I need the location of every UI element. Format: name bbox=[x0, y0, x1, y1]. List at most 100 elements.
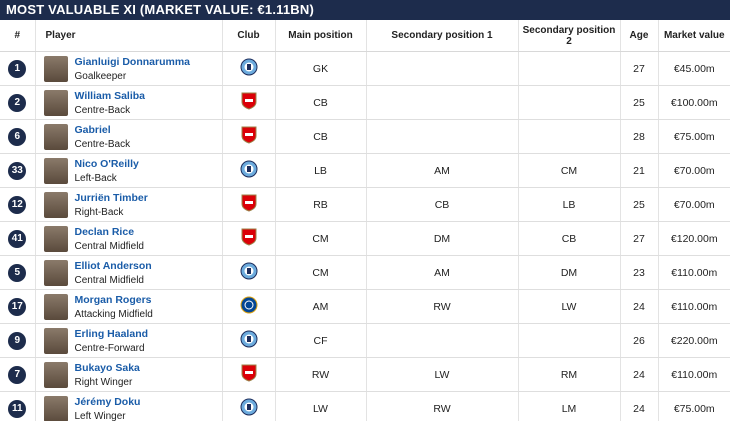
age: 25 bbox=[619, 187, 658, 222]
shirt-number: 1 bbox=[8, 59, 27, 78]
secondary-position-2 bbox=[517, 51, 620, 86]
market-value: €70.00m bbox=[657, 187, 730, 222]
row: 12 Jurriën Timber Right-Back RB CB LB 25 €70.00… bbox=[0, 187, 730, 222]
player-photo bbox=[43, 55, 68, 82]
club-crest bbox=[240, 398, 258, 419]
number-cell: 6 bbox=[0, 119, 35, 154]
row: 41 Declan Rice Central Midfield CM DM CB 27 €12… bbox=[0, 221, 730, 256]
player-cell: Jérémy Doku Left Winger bbox=[34, 391, 222, 421]
player-cell: Erling Haaland Centre-Forward bbox=[34, 323, 222, 358]
secondary-position-2: DM bbox=[517, 255, 620, 290]
main-position: AM bbox=[274, 289, 366, 324]
club-cell bbox=[221, 357, 275, 392]
secondary-position-1 bbox=[365, 323, 518, 358]
player-cell: Jurriën Timber Right-Back bbox=[34, 187, 222, 222]
player: Jurriën Timber Right-Back bbox=[36, 191, 222, 218]
main-position: LB bbox=[274, 153, 366, 188]
player-name[interactable]: Bukayo Saka bbox=[74, 361, 140, 374]
main-position: CM bbox=[274, 255, 366, 290]
player-photo bbox=[43, 225, 68, 252]
player-cell: William Saliba Centre-Back bbox=[34, 85, 222, 120]
title: MOST VALUABLE XI (MARKET VALUE: €1.11BN) bbox=[0, 0, 730, 20]
player: Nico O'Reilly Left-Back bbox=[36, 157, 222, 184]
player-name[interactable]: Nico O'Reilly bbox=[74, 157, 139, 170]
player-name[interactable]: Erling Haaland bbox=[74, 327, 149, 340]
market-value: €110.00m bbox=[657, 357, 730, 392]
main-position: CB bbox=[274, 119, 366, 154]
player-name[interactable]: Morgan Rogers bbox=[74, 293, 152, 306]
row: 1 Gianluigi Donnarumma Goalkeeper GK 27 €45.0… bbox=[0, 51, 730, 86]
row: 11 Jérémy Doku Left Winger LW RW LM 24 €75.00m bbox=[0, 391, 730, 421]
player-text: Bukayo Saka Right Winger bbox=[75, 362, 140, 388]
club-crest bbox=[241, 92, 257, 113]
number-cell: 7 bbox=[0, 357, 35, 392]
market-value: €75.00m bbox=[657, 119, 730, 154]
club-cell bbox=[221, 187, 275, 222]
secondary-position-2: LM bbox=[517, 391, 620, 421]
player-position: Attacking Midfield bbox=[74, 308, 153, 320]
player-photo bbox=[43, 327, 68, 354]
market-value: €45.00m bbox=[657, 51, 730, 86]
player-cell: Declan Rice Central Midfield bbox=[34, 221, 222, 256]
club-cell bbox=[221, 323, 275, 358]
club-cell bbox=[221, 85, 275, 120]
player-photo bbox=[43, 123, 68, 150]
club-cell bbox=[221, 153, 275, 188]
secondary-position-2: LB bbox=[517, 187, 620, 222]
age: 28 bbox=[619, 119, 658, 154]
secondary-position-2: CM bbox=[517, 153, 620, 188]
market-value: €120.00m bbox=[657, 221, 730, 256]
age: 25 bbox=[619, 85, 658, 120]
club-cell bbox=[221, 289, 275, 324]
column-header: Club bbox=[221, 20, 275, 52]
player-name[interactable]: Gabriel bbox=[74, 123, 111, 136]
club-crest bbox=[241, 126, 257, 147]
main-position: CB bbox=[274, 85, 366, 120]
age: 27 bbox=[619, 221, 658, 256]
club-cell bbox=[221, 255, 275, 290]
secondary-position-1: AM bbox=[365, 153, 518, 188]
player-position: Central Midfield bbox=[74, 274, 144, 286]
player-text: Elliot Anderson Central Midfield bbox=[75, 260, 152, 286]
player-photo bbox=[43, 259, 68, 286]
market-value: €70.00m bbox=[657, 153, 730, 188]
player-name[interactable]: Jérémy Doku bbox=[74, 395, 141, 408]
player-name[interactable]: Jurriën Timber bbox=[74, 191, 148, 204]
age: 24 bbox=[619, 289, 658, 324]
row: 9 Erling Haaland Centre-Forward CF 26 €220.00… bbox=[0, 323, 730, 358]
number-cell: 1 bbox=[0, 51, 35, 86]
player: Declan Rice Central Midfield bbox=[36, 225, 222, 252]
row: 7 Bukayo Saka Right Winger RW LW RM 24 €110.00m bbox=[0, 357, 730, 392]
player-position: Centre-Back bbox=[74, 138, 131, 150]
column-header: Player bbox=[34, 20, 222, 52]
age: 26 bbox=[619, 323, 658, 358]
player-text: Gianluigi Donnarumma Goalkeeper bbox=[75, 56, 191, 82]
secondary-position-1: RW bbox=[365, 289, 518, 324]
player-name[interactable]: Elliot Anderson bbox=[74, 259, 152, 272]
club-crest bbox=[241, 194, 257, 215]
player-cell: Nico O'Reilly Left-Back bbox=[34, 153, 222, 188]
player-name[interactable]: Gianluigi Donnarumma bbox=[74, 55, 191, 68]
table: # Player Club Main position Secondary positi… bbox=[0, 20, 730, 421]
market-value: €110.00m bbox=[657, 255, 730, 290]
player-position: Central Midfield bbox=[74, 240, 144, 252]
secondary-position-2: LW bbox=[517, 289, 620, 324]
main-position: RW bbox=[274, 357, 366, 392]
secondary-position-2: RM bbox=[517, 357, 620, 392]
row: 6 Gabriel Centre-Back CB 28 €75.00m bbox=[0, 119, 730, 154]
player-position: Centre-Forward bbox=[74, 342, 145, 354]
secondary-position-1: LW bbox=[365, 357, 518, 392]
shirt-number: 2 bbox=[8, 93, 27, 112]
player-cell: Morgan Rogers Attacking Midfield bbox=[34, 289, 222, 324]
player-name[interactable]: William Saliba bbox=[74, 89, 146, 102]
number-cell: 33 bbox=[0, 153, 35, 188]
player-position: Left Winger bbox=[74, 410, 126, 421]
player: Bukayo Saka Right Winger bbox=[36, 361, 222, 388]
player-cell: Elliot Anderson Central Midfield bbox=[34, 255, 222, 290]
player: Elliot Anderson Central Midfield bbox=[36, 259, 222, 286]
player-photo bbox=[43, 361, 68, 388]
number-cell: 9 bbox=[0, 323, 35, 358]
row: 17 Morgan Rogers Attacking Midfield AM RW LW 2… bbox=[0, 289, 730, 324]
player-name[interactable]: Declan Rice bbox=[74, 225, 135, 238]
